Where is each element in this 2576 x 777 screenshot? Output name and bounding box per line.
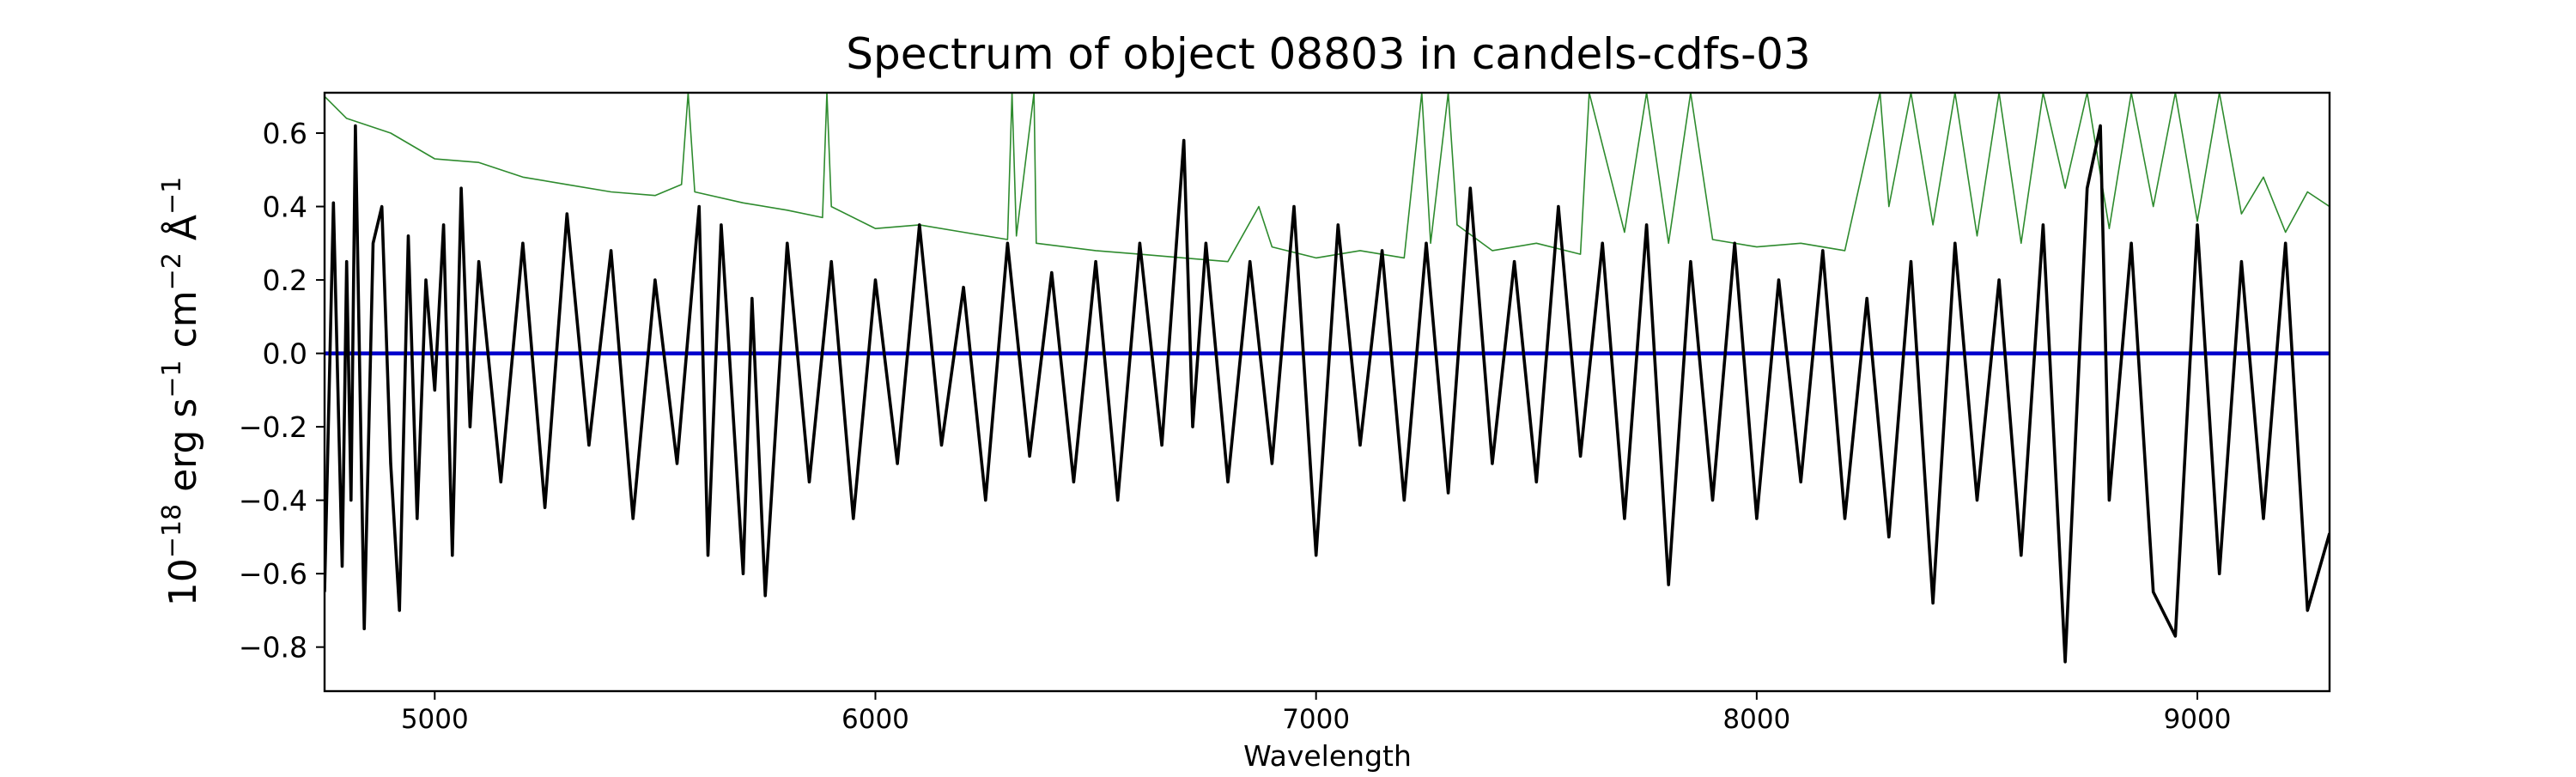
- y-label-mid2: cm: [161, 290, 205, 360]
- y-axis: −0.8 −0.6 −0.4 −0.2 0.0 0.2 0.4 0.6: [239, 117, 325, 665]
- plot-area: [325, 93, 2330, 664]
- axes-frame: [323, 91, 2331, 693]
- y-label-exp1: −18: [157, 504, 187, 558]
- y-tick-label: −0.4: [239, 484, 307, 518]
- y-label-exp3: −2: [157, 252, 187, 290]
- series-line-spectrum: [325, 124, 2330, 664]
- x-tick-label: 8000: [1722, 704, 1790, 735]
- y-label-exp4: −1: [157, 177, 187, 215]
- x-tick-label: 6000: [841, 704, 909, 735]
- y-tick-label: −0.2: [239, 410, 307, 444]
- x-axis: 5000 6000 7000 8000 9000: [401, 691, 2232, 735]
- y-label-base: 10: [161, 558, 205, 606]
- y-label-mid3: Å: [160, 215, 205, 252]
- y-tick-label: 0.2: [263, 264, 307, 297]
- series-line-contamination: [325, 93, 2330, 263]
- x-tick-label: 5000: [401, 704, 469, 735]
- x-tick-label: 7000: [1282, 704, 1350, 735]
- y-tick-label: −0.6: [239, 557, 307, 591]
- y-tick-label: 0.4: [263, 191, 307, 224]
- y-tick-label: 0.6: [263, 117, 307, 150]
- y-axis-label: 10−18 erg s−1 cm−2 Å−1: [157, 177, 205, 606]
- y-label-exp2: −1: [157, 360, 187, 398]
- chart-title: Spectrum of object 08803 in candels-cdfs…: [846, 29, 1811, 79]
- y-tick-label: −0.8: [239, 631, 307, 665]
- y-tick-label: 0.0: [263, 337, 307, 371]
- x-axis-label: Wavelength: [1243, 739, 1412, 773]
- y-label-mid1: erg s: [161, 398, 205, 504]
- x-tick-label: 9000: [2164, 704, 2232, 735]
